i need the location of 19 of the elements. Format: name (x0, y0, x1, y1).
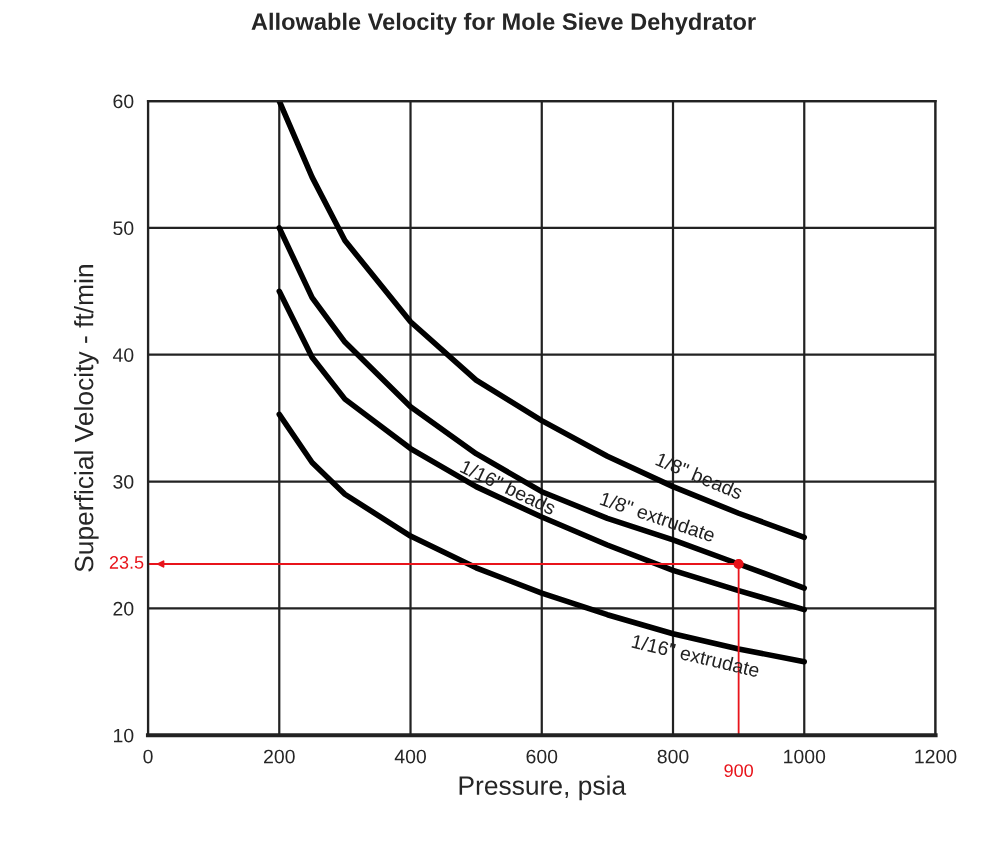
text: 1/16" extrudate (631, 633, 761, 678)
y-tick-label: 30 (113, 475, 134, 489)
x-axis-title: Pressure, psia (459, 775, 627, 801)
y-tick-label: 40 (112, 348, 134, 362)
y-tick-label: 20 (113, 601, 134, 616)
x-tick-label: 0 (143, 749, 153, 764)
x-tick-label: 1200 (915, 749, 957, 764)
chart-title: Allowable Velocity for Mole Sieve Dehydrator (251, 12, 756, 35)
x-tick-label: 200 (264, 749, 295, 764)
ref-line-label: 23.5 (109, 556, 144, 569)
ref-line-label: 900 (724, 764, 753, 778)
y-tick-label: 10 (114, 728, 134, 743)
y-tick-label: 60 (113, 94, 134, 109)
y-axis-title: Superficial Velocity - ft/min (74, 265, 99, 572)
x-tick-label: 1000 (784, 749, 826, 764)
x-tick-label: 800 (657, 749, 689, 764)
y-tick-label: 50 (113, 221, 134, 236)
x-tick-label: 600 (526, 749, 558, 764)
x-tick-label: 400 (394, 749, 426, 764)
